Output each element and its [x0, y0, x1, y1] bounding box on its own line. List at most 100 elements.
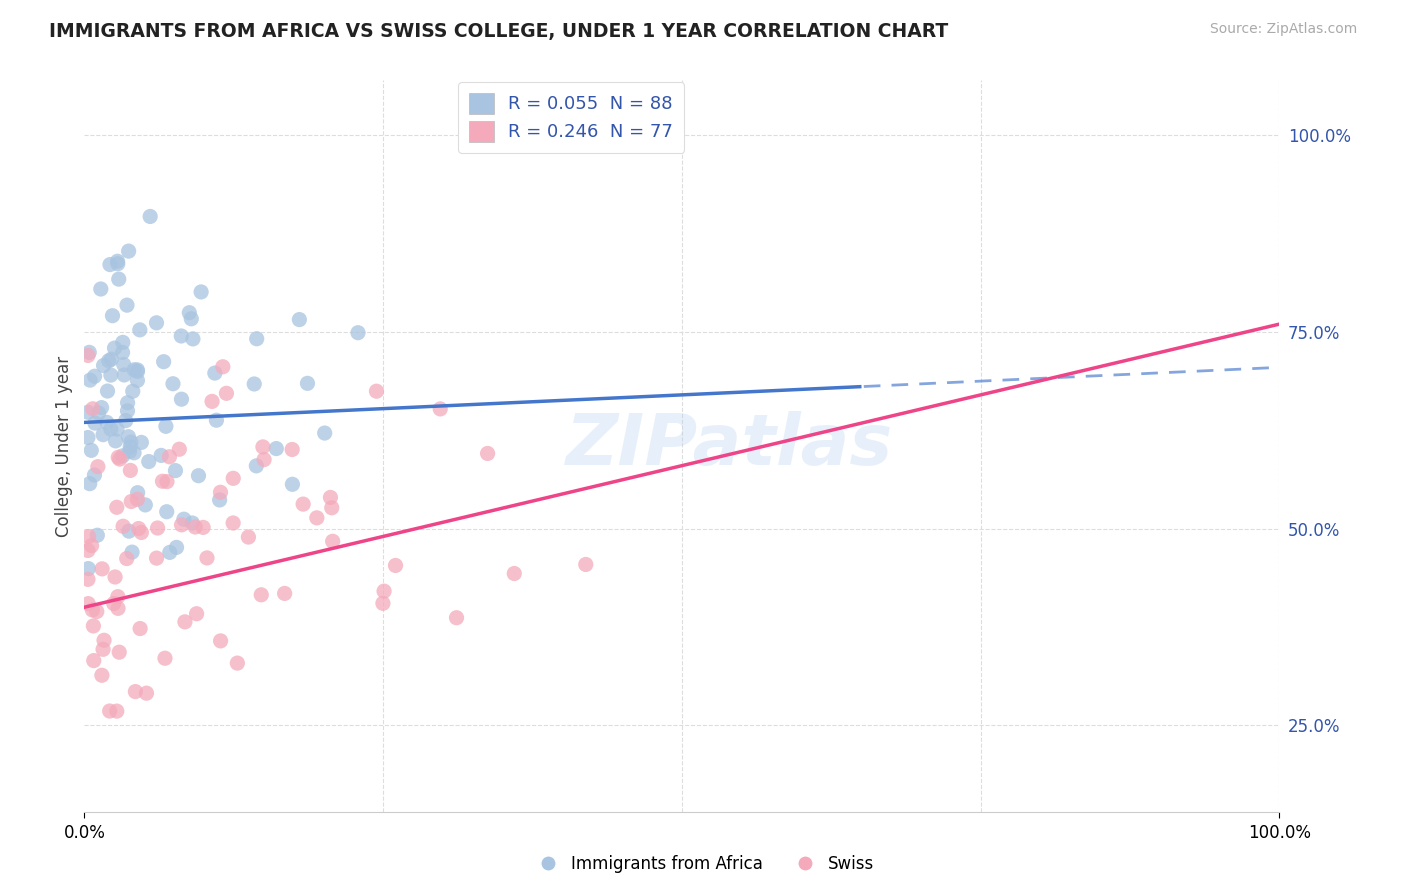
Point [83, 468, 105, 483]
Point [322, 534, 344, 549]
Point [120, 435, 142, 450]
Point [118, 444, 141, 458]
Point [127, 363, 149, 377]
Point [314, 425, 336, 440]
Point [115, 551, 138, 566]
Point [209, 633, 232, 648]
Text: ZIPatlas: ZIPatlas [567, 411, 893, 481]
Point [205, 413, 228, 427]
Point [297, 376, 319, 391]
Point [77, 561, 100, 575]
Point [131, 525, 153, 540]
Point [112, 358, 135, 372]
Point [103, 597, 125, 611]
Point [111, 449, 134, 463]
Point [245, 458, 267, 473]
Point [77, 597, 100, 611]
Point [187, 468, 209, 483]
Point [152, 354, 174, 368]
Point [186, 607, 208, 621]
Point [162, 376, 184, 391]
Point [86, 605, 108, 619]
Point [150, 449, 173, 463]
Point [181, 516, 204, 530]
Point [105, 500, 128, 515]
Point [93, 633, 115, 648]
Point [118, 524, 141, 538]
Point [80, 443, 103, 458]
Point [90, 668, 112, 682]
Point [108, 452, 131, 467]
Y-axis label: College, Under 1 year: College, Under 1 year [55, 355, 73, 537]
Point [97, 353, 120, 368]
Point [100, 368, 122, 382]
Point [152, 475, 174, 489]
Point [195, 550, 218, 565]
Point [114, 414, 136, 428]
Point [98, 258, 121, 272]
Point [153, 651, 176, 665]
Point [84, 416, 107, 430]
Point [90, 401, 112, 415]
Point [281, 477, 304, 491]
Point [131, 435, 153, 450]
Point [575, 558, 598, 572]
Point [122, 363, 145, 377]
Point [266, 442, 288, 456]
Point [115, 298, 138, 312]
Point [173, 512, 195, 526]
Point [321, 500, 343, 515]
Point [127, 485, 149, 500]
Point [156, 505, 179, 519]
Point [503, 566, 526, 581]
Point [243, 376, 266, 391]
Point [91, 642, 114, 657]
Point [124, 684, 146, 698]
Point [181, 332, 204, 346]
Point [120, 463, 142, 477]
Point [120, 440, 142, 454]
Point [90, 282, 112, 296]
Point [105, 704, 128, 718]
Point [145, 316, 167, 330]
Point [288, 312, 311, 326]
Point [104, 434, 127, 448]
Point [170, 329, 193, 343]
Point [128, 323, 150, 337]
Point [91, 562, 114, 576]
Point [107, 601, 129, 615]
Point [246, 332, 269, 346]
Point [215, 386, 238, 401]
Point [91, 427, 114, 442]
Point [105, 422, 128, 436]
Point [107, 272, 129, 286]
Point [101, 309, 124, 323]
Point [107, 254, 129, 268]
Point [77, 530, 100, 544]
Point [159, 450, 181, 464]
Point [111, 335, 134, 350]
Point [156, 475, 179, 489]
Point [117, 395, 139, 409]
Point [384, 558, 406, 573]
Point [86, 528, 108, 542]
Point [98, 704, 121, 718]
Point [135, 686, 157, 700]
Point [93, 359, 115, 373]
Point [121, 545, 143, 559]
Point [82, 401, 104, 416]
Point [96, 384, 118, 398]
Point [209, 485, 232, 500]
Point [226, 656, 249, 670]
Point [347, 326, 370, 340]
Point [146, 521, 169, 535]
Text: IMMIGRANTS FROM AFRICA VS SWISS COLLEGE, UNDER 1 YEAR CORRELATION CHART: IMMIGRANTS FROM AFRICA VS SWISS COLLEGE,… [49, 22, 949, 41]
Point [319, 491, 342, 505]
Point [134, 498, 156, 512]
Point [138, 454, 160, 468]
Point [190, 285, 212, 299]
Point [82, 603, 104, 617]
Point [87, 406, 110, 420]
Point [281, 442, 304, 457]
Point [222, 516, 245, 530]
